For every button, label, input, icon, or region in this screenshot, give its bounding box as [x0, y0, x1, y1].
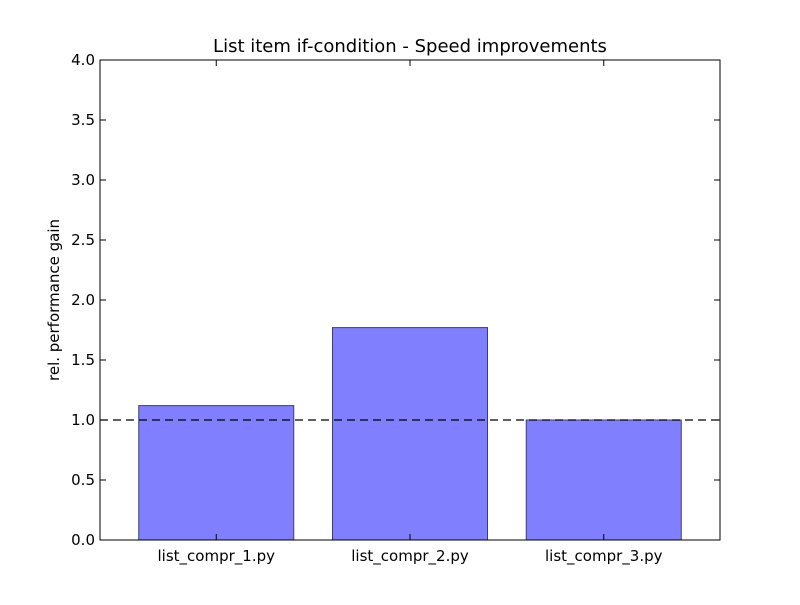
x-tick-label: list_compr_1.py: [158, 547, 276, 566]
bars-group: [138, 327, 682, 541]
y-tick-label: 3.0: [71, 171, 95, 189]
bar-3: [525, 419, 682, 541]
x-tick-label: list_compr_3.py: [545, 547, 663, 566]
plot-frame: [99, 59, 721, 541]
y-tick-label: 1.5: [71, 351, 95, 369]
chart-title: List item if-condition - Speed improveme…: [213, 36, 607, 57]
y-tick-label: 0.0: [71, 531, 95, 549]
y-tick-label: 0.5: [71, 471, 95, 489]
x-ticks-group: list_compr_1.py list_compr_2.py list_compr…: [158, 60, 663, 566]
y-tick-label: 4.0: [71, 51, 95, 69]
x-tick-label: list_compr_2.py: [351, 547, 469, 566]
y-axis-label: rel. performance gain: [45, 219, 63, 381]
y-ticks-group: 0.0 0.5 1.0 1.5 2.0 2.5 3.0 3.5 4.0: [71, 51, 720, 549]
bar-2: [332, 327, 488, 541]
y-tick-label: 3.5: [71, 111, 95, 129]
bar-1: [138, 405, 295, 541]
y-tick-label: 2.0: [71, 291, 95, 309]
y-tick-label: 2.5: [71, 231, 95, 249]
y-tick-label: 1.0: [71, 411, 95, 429]
